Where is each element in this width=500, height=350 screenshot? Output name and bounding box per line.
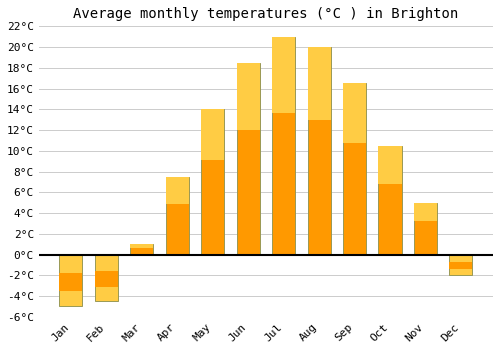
Bar xyxy=(201,109,224,160)
Bar xyxy=(343,83,366,254)
Bar xyxy=(308,47,330,120)
Bar xyxy=(450,254,472,275)
Bar xyxy=(166,177,189,254)
Bar xyxy=(60,273,82,291)
Bar xyxy=(343,83,366,143)
Bar xyxy=(378,146,402,254)
Bar xyxy=(166,177,189,204)
Bar xyxy=(272,37,295,113)
Bar xyxy=(308,47,330,254)
Bar xyxy=(272,37,295,254)
Bar xyxy=(236,63,260,254)
Bar xyxy=(450,262,472,269)
Bar xyxy=(201,109,224,254)
Bar xyxy=(130,244,154,248)
Bar xyxy=(414,203,437,221)
Bar xyxy=(130,244,154,254)
Bar xyxy=(236,63,260,130)
Bar xyxy=(414,203,437,254)
Title: Average monthly temperatures (°C ) in Brighton: Average monthly temperatures (°C ) in Br… xyxy=(74,7,458,21)
Bar xyxy=(95,271,118,287)
Bar xyxy=(60,254,82,307)
Bar xyxy=(378,146,402,184)
Bar xyxy=(95,254,118,301)
